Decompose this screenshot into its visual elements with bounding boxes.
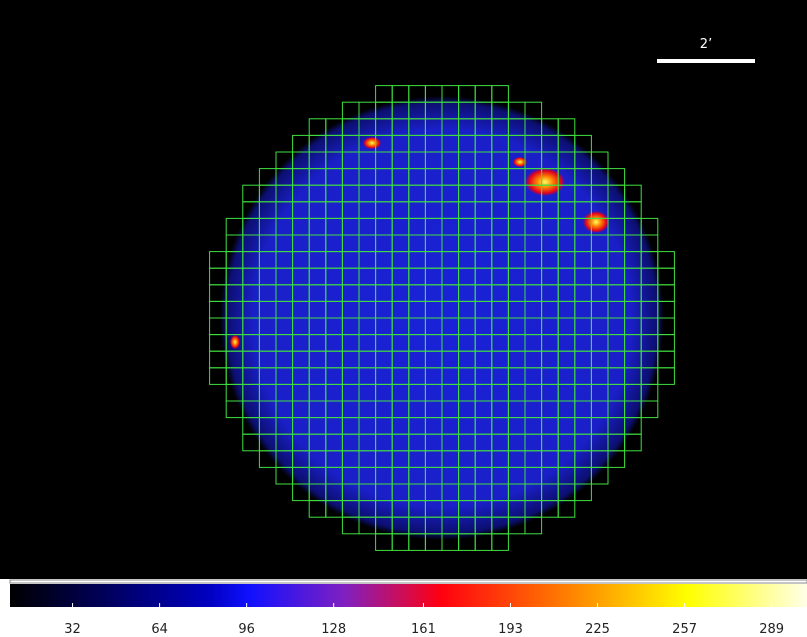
colorbar-tick-label: 289	[759, 622, 784, 637]
colorbar-tick-label: 193	[498, 622, 523, 637]
colorbar-border	[10, 580, 807, 583]
hotspot	[363, 137, 381, 149]
colorbar-ticks: 32 64 96 128 161 193 225 257 289	[64, 603, 784, 637]
colorbar-tick-label: 64	[151, 622, 168, 637]
colorbar-tick-label: 225	[585, 622, 610, 637]
hotspot	[525, 168, 565, 196]
colorbar-tick-label: 96	[238, 622, 255, 637]
colorbar-tick-label: 32	[64, 622, 81, 637]
hotspot	[230, 335, 240, 349]
colorbar-tick-label: 161	[411, 622, 436, 637]
screen: 2’ 32 64 96 128 161 193 225 257 289	[0, 0, 807, 637]
colorbar-tick-label: 257	[672, 622, 697, 637]
hotspot	[583, 211, 609, 233]
scale-bar-label: 2’	[700, 37, 712, 52]
colorbar-tick-label: 128	[321, 622, 346, 637]
colorbar	[10, 584, 807, 607]
